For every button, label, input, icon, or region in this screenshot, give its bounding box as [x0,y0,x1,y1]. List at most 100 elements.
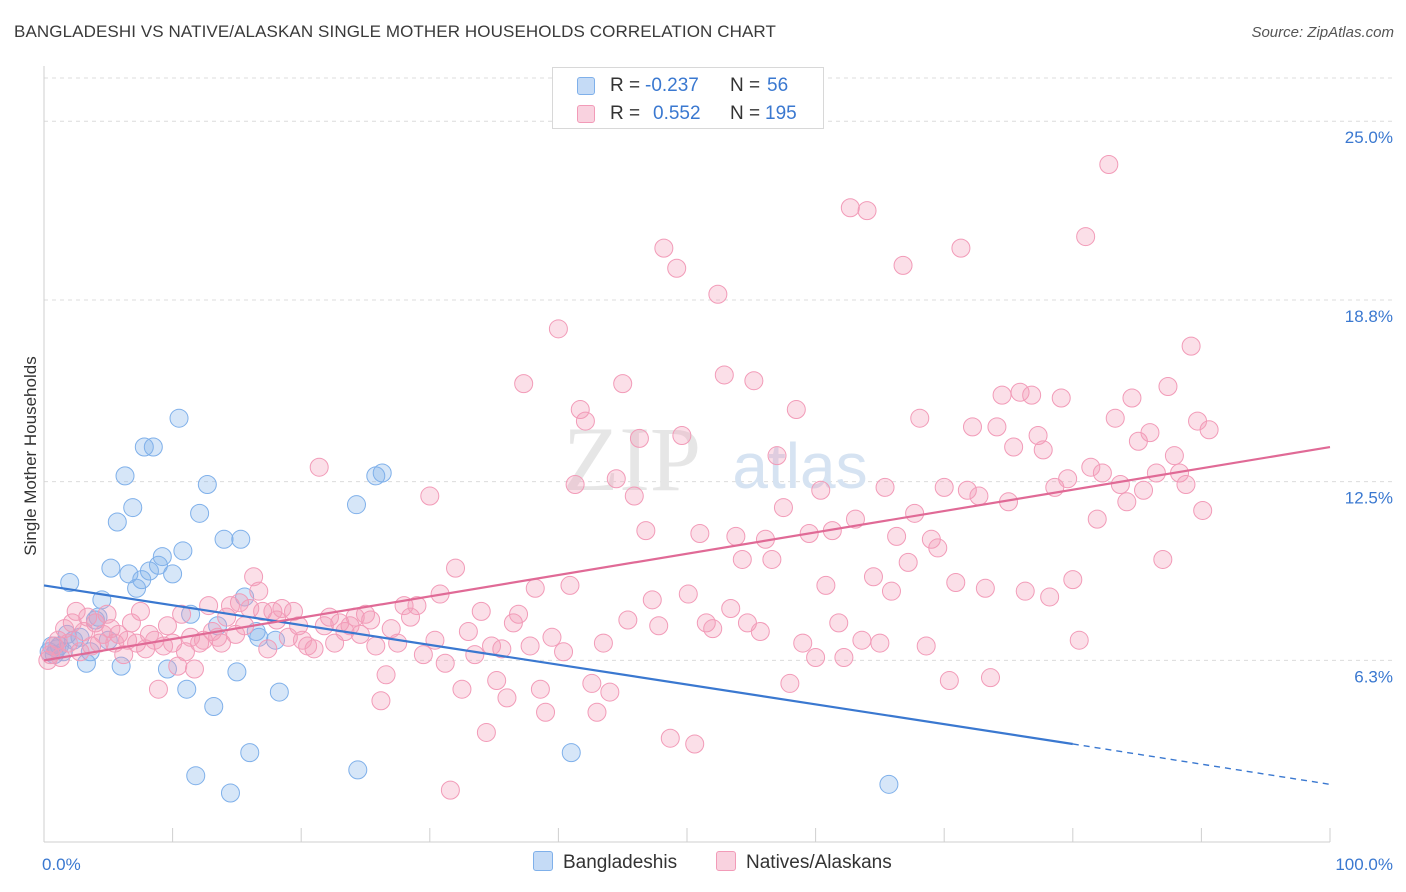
native-point [361,610,381,630]
native-point [600,682,620,702]
native-point [934,477,954,497]
native-point [721,598,741,618]
native-point [642,590,662,610]
bangladeshi-point [561,743,581,763]
native-point [509,604,529,624]
bangladeshi-point [60,573,80,593]
native-point [863,567,883,587]
bangladeshi-point [143,437,163,457]
native-point [525,578,545,598]
native-point [732,549,752,569]
axes [43,66,1331,843]
y-axis-label: Single Mother Households [21,356,40,555]
native-point [465,645,485,665]
native-point [980,668,1000,688]
native-point [649,616,669,636]
native-point [211,633,231,653]
native-point [492,639,512,659]
native-point [249,581,269,601]
native-point [1022,385,1042,405]
native-point [175,642,195,662]
native-point [593,633,613,653]
bangladeshi-trend-line-extension [1072,743,1331,786]
native-point [487,671,507,691]
legend-label: Natives/Alaskans [746,852,892,873]
native-point [1076,227,1096,247]
native-point [893,255,913,275]
bangladeshi-point [186,766,206,786]
native-point [253,601,273,621]
native-point [565,475,585,495]
correlation-legend: R = -0.237 N = 56 R = 0.552 N = 195 [552,67,824,129]
native-point [992,385,1012,405]
native-point [371,691,391,711]
y-tick-label: 18.8% [1345,307,1393,326]
native-point [916,636,936,656]
bangladeshi-trend-line [43,584,1073,746]
native-point [887,526,907,546]
watermark-zip: ZIP [563,408,701,510]
native-point [272,598,292,618]
native-point [1092,463,1112,483]
native-point [554,642,574,662]
native-point [44,636,64,656]
native-point [536,702,556,722]
native-point [1164,446,1184,466]
bangladeshi-point [123,498,143,518]
native-point [690,524,710,544]
n-value: 56 [767,75,789,96]
native-point [975,578,995,598]
native-point [157,616,177,636]
native-point [629,428,649,448]
native-point [762,549,782,569]
native-point [420,486,440,506]
bangladeshi-point [879,774,899,794]
native-point [440,780,460,800]
native-point [514,374,534,394]
native-point [309,457,329,477]
native-point [575,411,595,431]
native-point [1081,457,1101,477]
native-point [767,446,787,466]
native-point [1099,154,1119,174]
n-label: N = [730,103,761,124]
bangladeshi-point [152,547,172,567]
native-point [1069,630,1089,650]
legend-label: Bangladeshis [563,852,678,873]
watermark: ZIP atlas [563,408,868,510]
native-point [811,480,831,500]
tick-labels: 6.3% 12.5% 18.8% 25.0% 0.0% 100.0% [42,128,1393,874]
native-point [413,645,433,665]
bangladeshi-point [220,783,240,803]
native-point [101,619,121,639]
native-point [852,630,872,650]
native-point [1134,480,1154,500]
source-label: Source: ZipAtlas.com [1251,24,1394,41]
native-point [55,619,75,639]
native-point [356,604,375,624]
native-point [1051,388,1071,408]
native-point [1146,463,1166,483]
legend-item-natives[interactable]: Natives/Alaskans [716,851,892,874]
native-point [618,610,638,630]
native-point [905,503,925,523]
native-point [130,601,150,621]
legend-item-bangladeshis[interactable]: Bangladeshis [533,851,677,874]
native-point [939,671,959,691]
native-point [244,567,264,587]
native-point [446,558,466,578]
bangladeshi-point [372,463,392,483]
y-tick-label: 6.3% [1354,667,1393,686]
bangladeshi-point [139,561,159,581]
legend-swatch-pink [716,851,736,871]
x-tick-label: 0.0% [42,855,81,874]
native-point [870,633,890,653]
legend-swatch-pink [577,105,595,123]
native-point [1193,500,1213,520]
native-point [471,601,491,621]
native-point [1015,581,1035,601]
y-tick-label: 12.5% [1345,489,1393,508]
native-point [773,498,793,518]
native-point [793,633,813,653]
